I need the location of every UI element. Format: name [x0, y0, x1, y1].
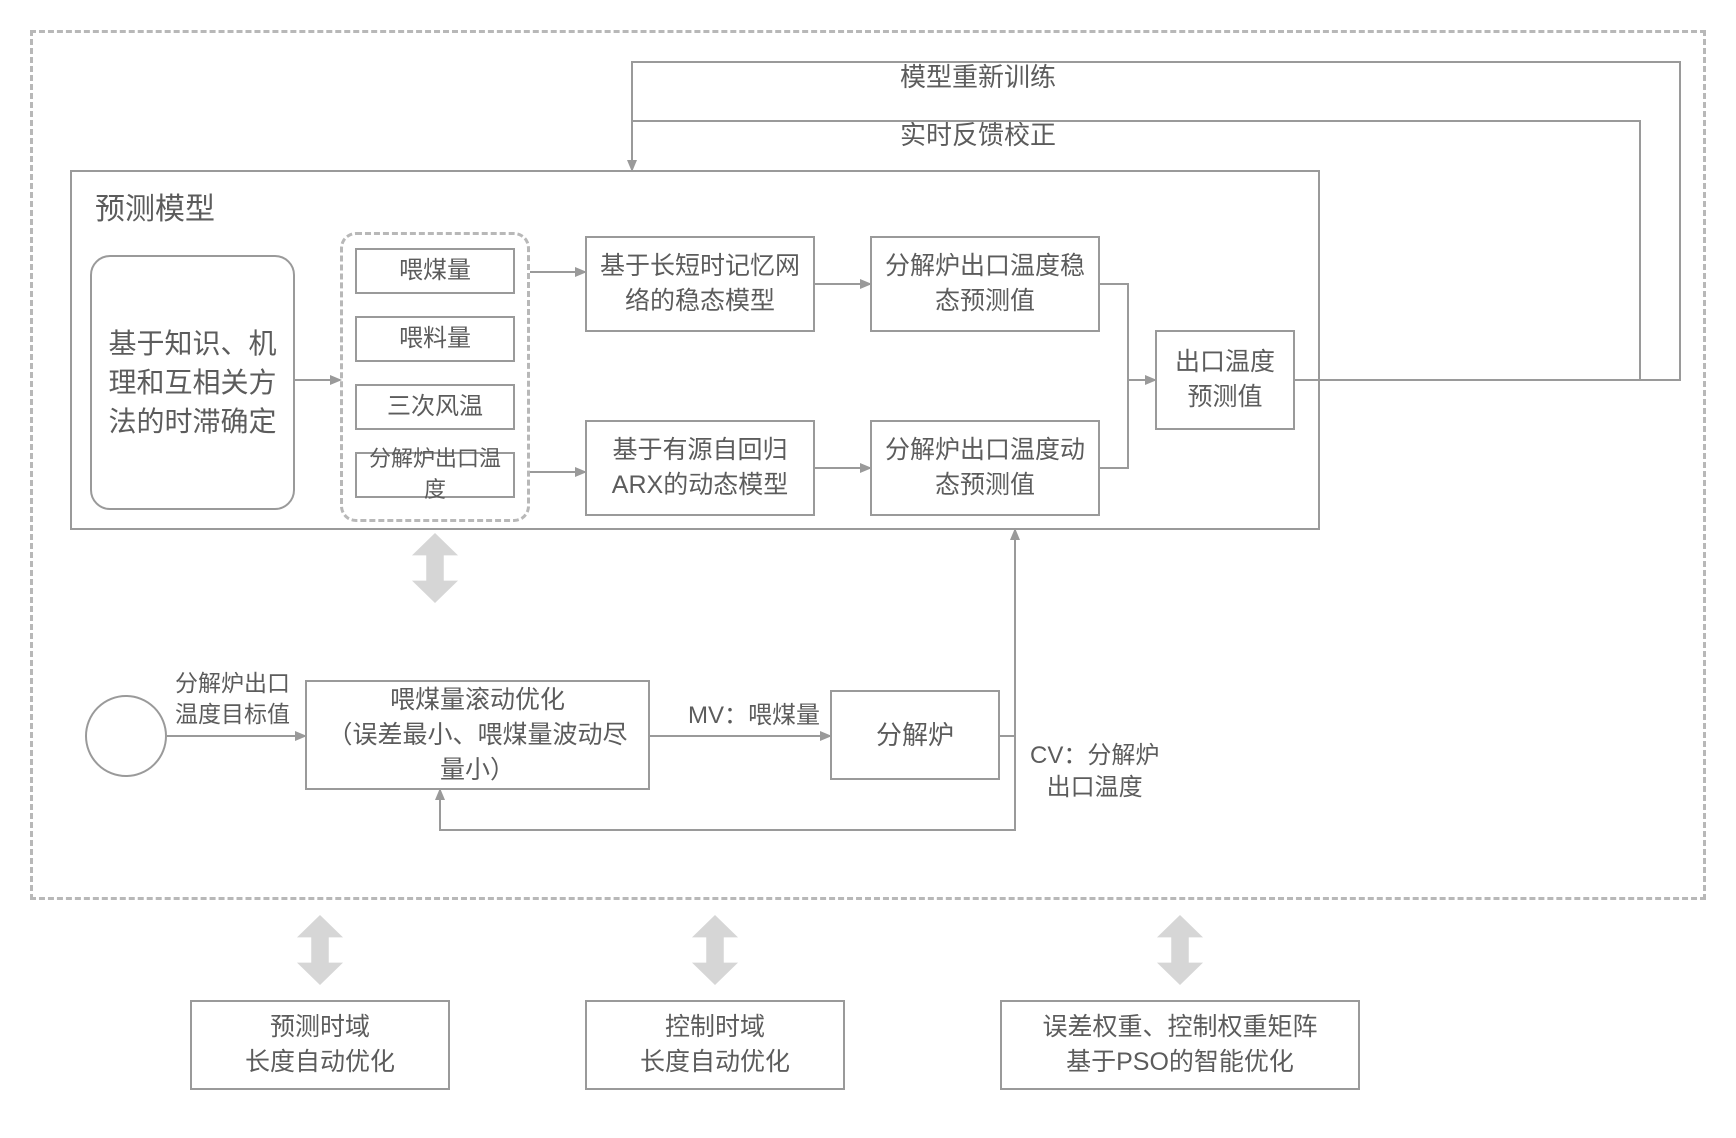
node-arx: 基于有源自回归ARX的动态模型	[585, 420, 815, 516]
node-var-air-label: 三次风温	[387, 390, 483, 424]
node-var-air: 三次风温	[355, 384, 515, 430]
label-feedback: 实时反馈校正	[900, 118, 1056, 153]
node-opt-horizon-ctrl: 控制时域 长度自动优化	[585, 1000, 845, 1090]
node-optimize-label: 喂煤量滚动优化 （误差最小、喂煤量波动尽量小）	[317, 683, 638, 788]
node-steady-pred: 分解炉出口温度稳态预测值	[870, 236, 1100, 332]
node-out-pred: 出口温度预测值	[1155, 330, 1295, 430]
label-mv: MV：喂煤量	[688, 700, 820, 732]
prediction-model-title: 预测模型	[95, 190, 215, 231]
label-target: 分解炉出口 温度目标值	[175, 668, 290, 730]
node-optimize: 喂煤量滚动优化 （误差最小、喂煤量波动尽量小）	[305, 680, 650, 790]
node-var-feed-label: 喂料量	[399, 322, 471, 356]
node-var-temp-label: 分解炉出口温度	[367, 444, 503, 506]
label-retrain: 模型重新训练	[900, 60, 1056, 95]
node-var-temp: 分解炉出口温度	[355, 452, 515, 498]
node-dyn-pred-label: 分解炉出口温度动态预测值	[882, 433, 1088, 503]
node-furnace: 分解炉	[830, 690, 1000, 780]
node-lstm: 基于长短时记忆网络的稳态模型	[585, 236, 815, 332]
node-timelag: 基于知识、机理和互相关方法的时滞确定	[90, 255, 295, 510]
node-var-coal: 喂煤量	[355, 248, 515, 294]
node-var-coal-label: 喂煤量	[399, 254, 471, 288]
bidir-arrow-1	[297, 915, 343, 985]
node-steady-pred-label: 分解炉出口温度稳态预测值	[882, 249, 1088, 319]
node-opt-horizon-pred: 预测时域 长度自动优化	[190, 1000, 450, 1090]
node-opt-pso: 误差权重、控制权重矩阵 基于PSO的智能优化	[1000, 1000, 1360, 1090]
label-cv: CV：分解炉 出口温度	[1030, 740, 1159, 805]
node-var-feed: 喂料量	[355, 316, 515, 362]
node-opt-horizon-pred-label: 预测时域 长度自动优化	[245, 1010, 395, 1080]
bidir-arrow-3	[1157, 915, 1203, 985]
node-opt-horizon-ctrl-label: 控制时域 长度自动优化	[640, 1010, 790, 1080]
bidir-arrow-2	[692, 915, 738, 985]
setpoint-circle	[85, 695, 167, 777]
node-opt-pso-label: 误差权重、控制权重矩阵 基于PSO的智能优化	[1042, 1010, 1317, 1080]
node-arx-label: 基于有源自回归ARX的动态模型	[597, 433, 803, 503]
node-timelag-label: 基于知识、机理和互相关方法的时滞确定	[102, 324, 283, 442]
node-lstm-label: 基于长短时记忆网络的稳态模型	[597, 249, 803, 319]
node-furnace-label: 分解炉	[876, 717, 954, 753]
diagram-canvas: 预测模型基于知识、机理和互相关方法的时滞确定 喂煤量喂料量三次风温分解炉出口温度 基…	[0, 0, 1736, 1138]
node-out-pred-label: 出口温度预测值	[1167, 345, 1283, 415]
node-dyn-pred: 分解炉出口温度动态预测值	[870, 420, 1100, 516]
